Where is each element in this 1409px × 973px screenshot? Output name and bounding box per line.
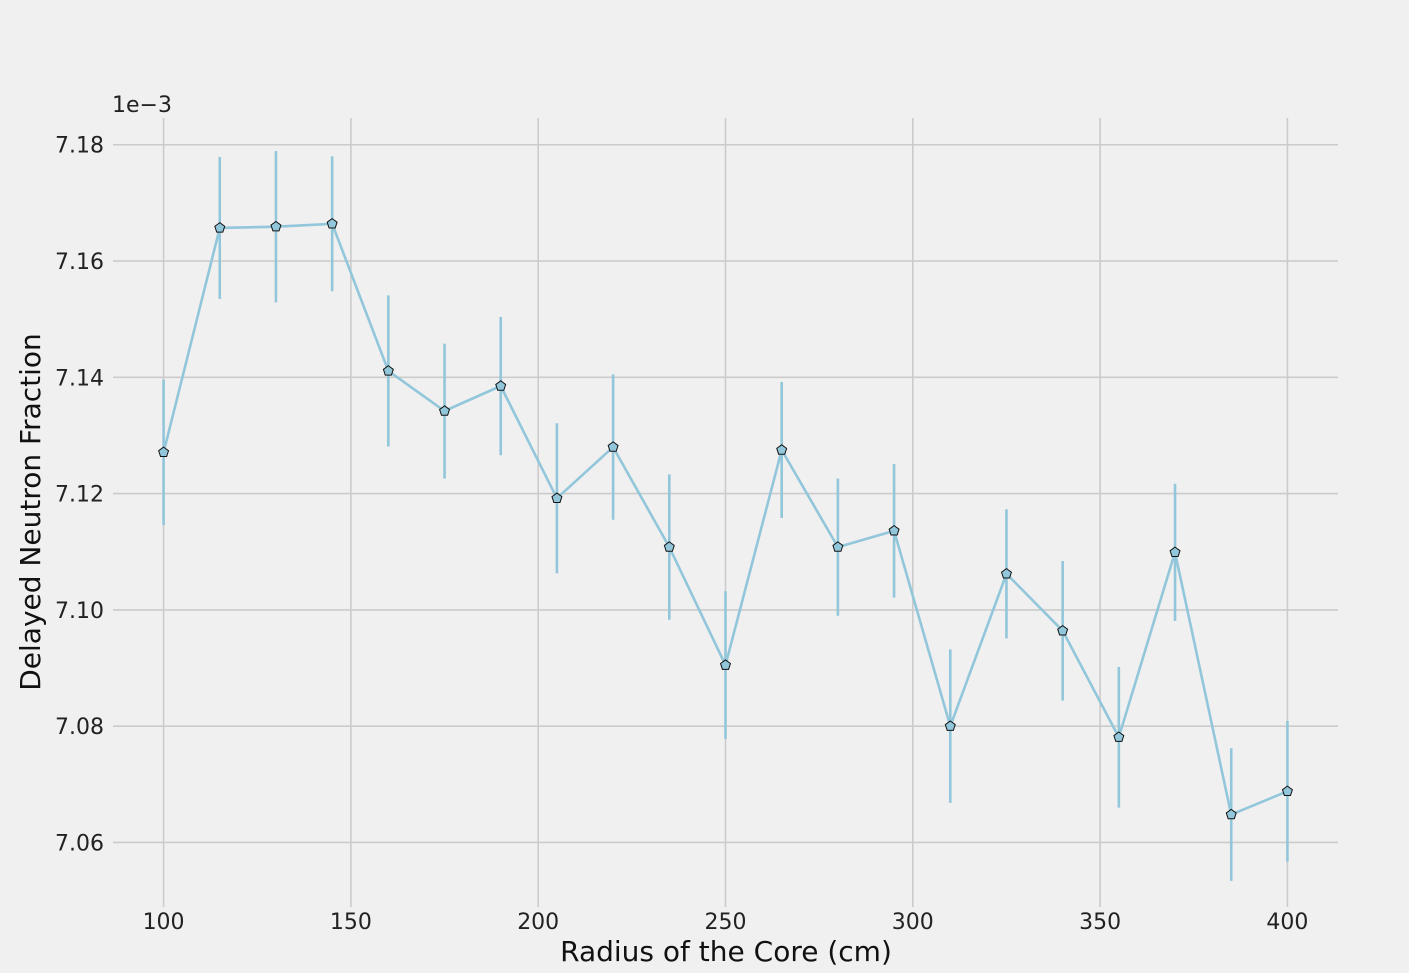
data-point-marker xyxy=(326,218,338,229)
data-point-marker xyxy=(607,441,619,452)
x-tick-label: 400 xyxy=(1266,910,1308,935)
data-point-marker xyxy=(944,720,956,731)
data-point-marker xyxy=(888,525,900,536)
y-tick-label: 7.16 xyxy=(55,250,104,275)
data-point-marker xyxy=(1281,785,1293,796)
y-axis-ticks: 7.06 7.08 7.10 7.12 7.14 7.16 7.18 xyxy=(55,134,104,857)
data-point-marker xyxy=(663,541,675,552)
data-point-marker xyxy=(776,444,788,455)
data-point-marker xyxy=(1225,808,1237,820)
data-point-marker xyxy=(551,492,563,503)
data-point-marker xyxy=(1113,731,1125,742)
x-tick-label: 100 xyxy=(143,910,185,935)
x-tick-label: 150 xyxy=(330,910,372,935)
x-axis-label: Radius of the Core (cm) xyxy=(560,935,892,968)
x-axis-ticks: 100 150 200 250 300 350 400 xyxy=(143,910,1309,935)
y-tick-label: 7.10 xyxy=(55,599,104,624)
data-point-marker xyxy=(158,446,170,458)
x-tick-label: 200 xyxy=(517,910,559,935)
data-point-marker xyxy=(832,541,844,552)
y-tick-label: 7.12 xyxy=(55,483,104,508)
data-markers xyxy=(158,218,1293,820)
data-point-marker xyxy=(719,659,732,670)
x-tick-label: 250 xyxy=(705,910,747,935)
data-point-marker xyxy=(214,222,226,233)
y-tick-label: 7.08 xyxy=(55,715,104,740)
y-axis-label: Delayed Neutron Fraction xyxy=(14,333,47,691)
data-point-marker xyxy=(1169,546,1181,558)
x-tick-label: 300 xyxy=(892,910,934,935)
y-tick-label: 7.14 xyxy=(55,366,104,391)
data-point-marker xyxy=(1000,568,1012,579)
data-point-marker xyxy=(439,405,451,416)
grid xyxy=(113,118,1338,907)
y-tick-label: 7.06 xyxy=(55,831,104,856)
x-tick-label: 350 xyxy=(1079,910,1121,935)
data-point-marker xyxy=(382,365,394,376)
data-point-marker xyxy=(495,380,507,391)
data-point-marker xyxy=(270,220,282,232)
data-point-marker xyxy=(1057,625,1069,636)
y-axis-offset-label: 1e−3 xyxy=(112,93,172,118)
y-tick-label: 7.18 xyxy=(55,134,104,159)
